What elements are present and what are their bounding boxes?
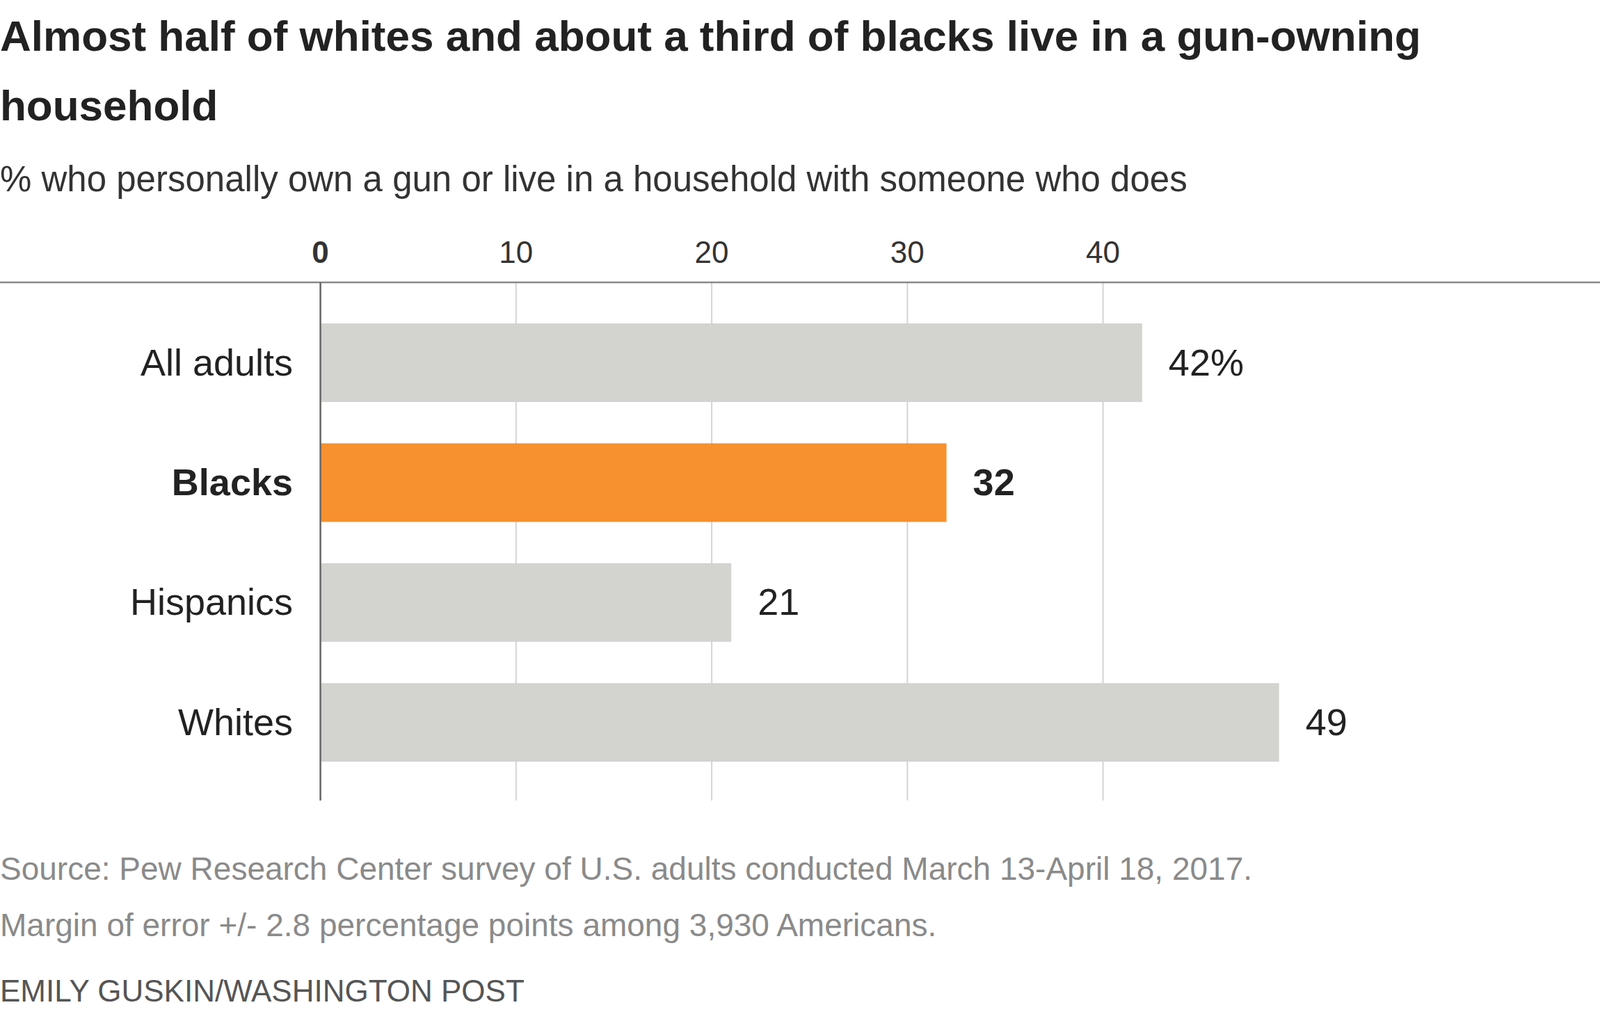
tick-label: 40 [1085,235,1120,270]
tick-label: 0 [311,235,329,270]
credit: EMILY GUSKIN/WASHINGTON POST [0,973,525,1009]
bars [320,323,1280,762]
category-label: All adults [140,341,293,384]
tick-label: 30 [890,235,925,270]
bar [320,323,1143,403]
category-label: Whites [178,701,293,743]
data-label: 32 [973,461,1015,503]
category-label: Hispanics [130,580,293,623]
data-label: 21 [757,580,800,623]
bar [320,443,947,522]
title: Almost half of whites and about a third … [0,1,1559,141]
bar [320,563,732,643]
axis-line [0,281,1600,284]
tick-label: 10 [498,235,533,270]
data-label: 49 [1305,701,1348,743]
bar [320,683,1280,762]
subtitle: % who personally own a gun or live in a … [0,158,1188,200]
category-label: Blacks [171,461,293,503]
tick-label: 20 [694,235,730,270]
data-label: 42% [1168,341,1244,384]
source: Source: Pew Research Center survey of U.… [0,850,1253,888]
chart: 0 10 20 30 40 All adults 42% Blacks 32 Hispanics 2… [0,0,1600,1021]
note: Margin of error +/- 2.8 percentage point… [0,906,937,944]
axis-line [319,282,322,801]
